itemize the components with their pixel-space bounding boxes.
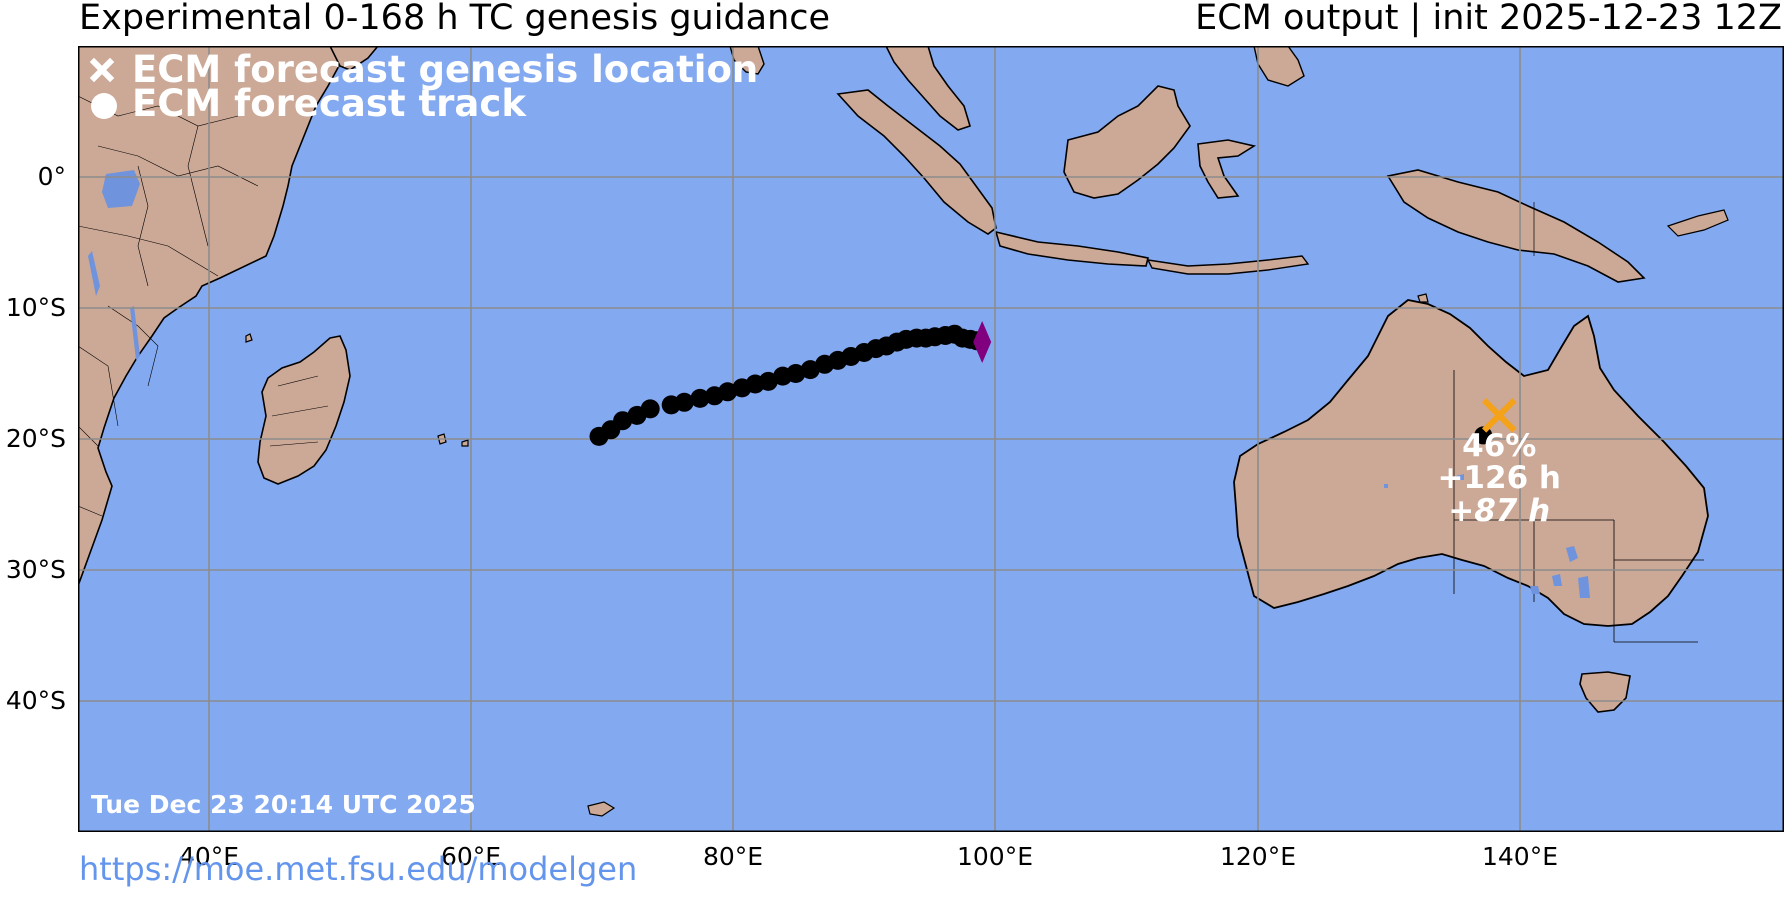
africa-borders: [78, 95, 259, 517]
landmass-tasmania: [1579, 671, 1631, 713]
legend: ECM forecast genesis location ECM foreca…: [89, 48, 758, 125]
source-url-link[interactable]: https://moe.met.fsu.edu/modelgen: [79, 850, 638, 888]
lon-label-100e: 100°E: [956, 842, 1033, 871]
lat-label-40s: 40°S: [5, 686, 66, 715]
lat-label-30s: 30°S: [5, 555, 66, 584]
genesis-probability-label: 46%: [1462, 428, 1536, 464]
lon-label-120e: 120°E: [1219, 842, 1296, 871]
landmass-bismarck: [1666, 209, 1729, 237]
genesis-lead-time-label: +126 h: [1437, 460, 1561, 496]
landmass-australia: [1233, 299, 1709, 627]
landmass-sumatra: [836, 89, 997, 235]
landmass-philippines: [1253, 46, 1305, 87]
legend-x-icon: [89, 57, 115, 83]
lon-label-40e: 40°E: [178, 842, 240, 871]
lake-victoria: [102, 170, 140, 208]
lat-label-20s: 20°S: [5, 424, 66, 453]
lon-label-80e: 80°E: [702, 842, 764, 871]
small-islands: [245, 293, 1429, 817]
genesis-x-marker[interactable]: [1481, 398, 1517, 433]
track-point: [758, 371, 778, 391]
landmass-africa: [78, 46, 348, 587]
madagascar-borders: [269, 375, 329, 447]
model-init-label: ECM output | init 2025-12-23 12Z: [1195, 0, 1782, 38]
track-point: [786, 364, 806, 383]
track-point: [674, 392, 694, 412]
graticule: [78, 46, 1784, 832]
track-point: [718, 382, 738, 402]
lon-label-140e: 140°E: [1481, 842, 1558, 871]
lat-label-0: 0°: [37, 162, 66, 191]
track-end-diamond-marker[interactable]: [973, 321, 992, 364]
map-border: [78, 46, 1784, 832]
lat-label-10s: 10°S: [5, 293, 66, 322]
landmass-java: [994, 230, 1149, 267]
landmass-sri-lanka: [729, 46, 765, 75]
track-point: [800, 360, 820, 380]
track-point: [640, 399, 660, 419]
legend-genesis-label: ECM forecast genesis location: [132, 48, 758, 91]
australia-lakes: [1384, 474, 1590, 598]
generated-timestamp: Tue Dec 23 20:14 UTC 2025: [91, 790, 476, 819]
landmass-horn: [329, 46, 380, 71]
lake-tanganyika: [88, 251, 100, 296]
landmass-borneo: [1063, 85, 1191, 199]
legend-track-label: ECM forecast track: [132, 82, 527, 125]
map-canvas[interactable]: 46% +126 h +87 h ECM forecast genesis lo…: [78, 46, 1784, 832]
genesis-secondary-time-label: +87 h: [1448, 493, 1550, 529]
track-point: [613, 411, 633, 431]
legend-dot-icon: [91, 93, 117, 119]
landmass-malay-peninsula: [885, 46, 971, 131]
lon-label-60e: 60°E: [440, 842, 502, 871]
landmass-new-guinea: [1386, 169, 1646, 283]
lake-malawi: [130, 306, 140, 360]
track-point: [690, 388, 710, 408]
landmass-lesser-sunda: [1146, 255, 1310, 275]
map-title: Experimental 0-168 h TC genesis guidance: [79, 0, 831, 38]
